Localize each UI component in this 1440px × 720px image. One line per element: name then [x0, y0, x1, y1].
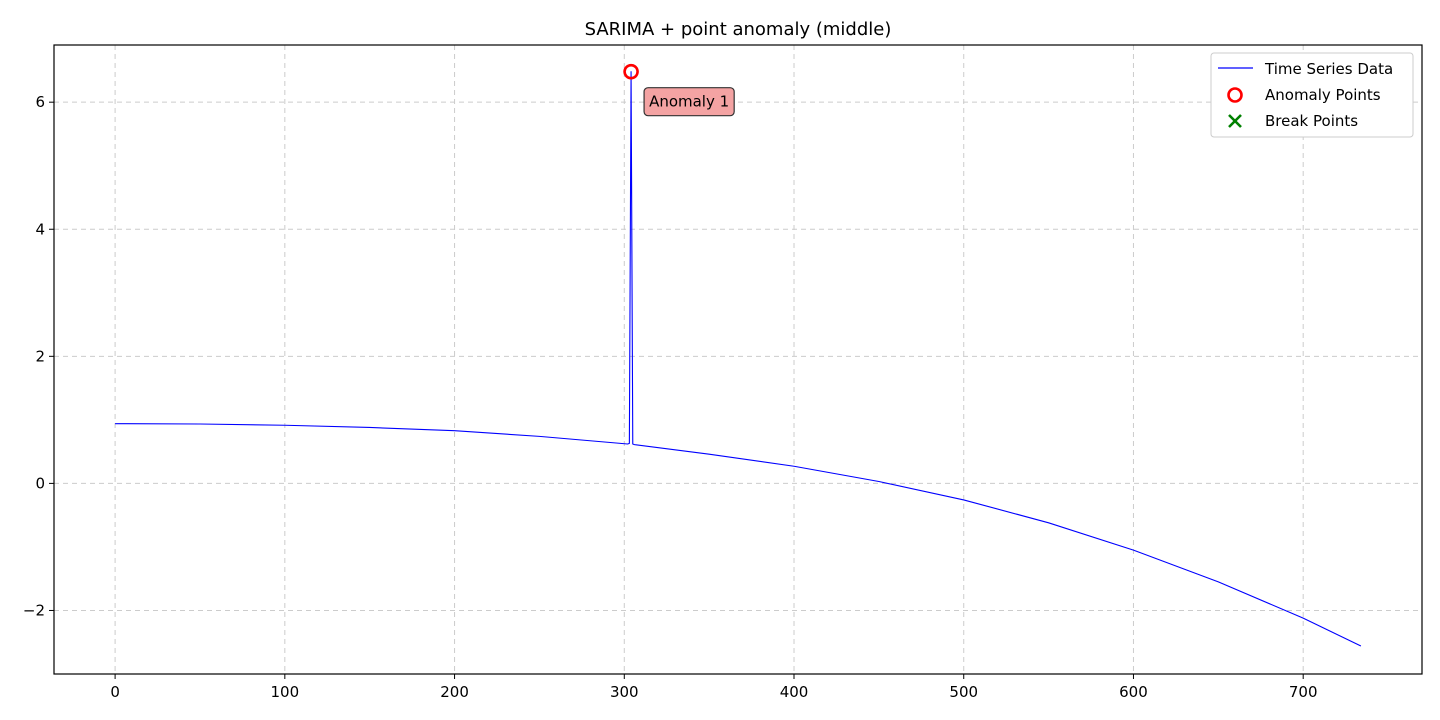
x-tick-label: 400: [780, 683, 809, 701]
legend-label-anomaly: Anomaly Points: [1265, 86, 1381, 104]
legend-anomaly-marker: [1227, 87, 1243, 103]
x-tick-label: 700: [1289, 683, 1318, 701]
legend: Time Series Data Anomaly Points Break Po…: [1210, 52, 1414, 138]
x-tick-label: 100: [271, 683, 300, 701]
chart-title: SARIMA + point anomaly (middle): [585, 19, 892, 40]
legend-box: [1210, 52, 1414, 138]
annotation-box: [643, 87, 735, 117]
legend-break-marker: [1228, 114, 1242, 128]
x-tick-label: 500: [949, 683, 978, 701]
grid-lines: [54, 45, 1422, 674]
x-tick-label: 0: [110, 683, 120, 701]
legend-label-series: Time Series Data: [1264, 60, 1393, 78]
y-tick-label: −2: [23, 601, 45, 619]
series-line: [115, 71, 1362, 647]
annotation: Anomaly 1: [643, 87, 735, 117]
y-tick-label: 2: [35, 347, 45, 365]
axis-ticks: 0 100 200 300 400 500 600 700 −2 0 2 4 6: [23, 93, 1318, 701]
y-tick-label: 4: [35, 220, 45, 238]
plot-area: Anomaly 1: [115, 63, 1362, 647]
legend-label-break: Break Points: [1265, 112, 1358, 130]
y-tick-label: 6: [35, 93, 45, 111]
axes-frame: [53, 44, 1423, 675]
annotation-label: Anomaly 1: [649, 93, 729, 111]
x-tick-label: 600: [1119, 683, 1148, 701]
x-tick-label: 300: [610, 683, 639, 701]
y-tick-label: 0: [35, 474, 45, 492]
x-tick-label: 200: [440, 683, 469, 701]
anomaly-point-marker: [623, 63, 639, 80]
